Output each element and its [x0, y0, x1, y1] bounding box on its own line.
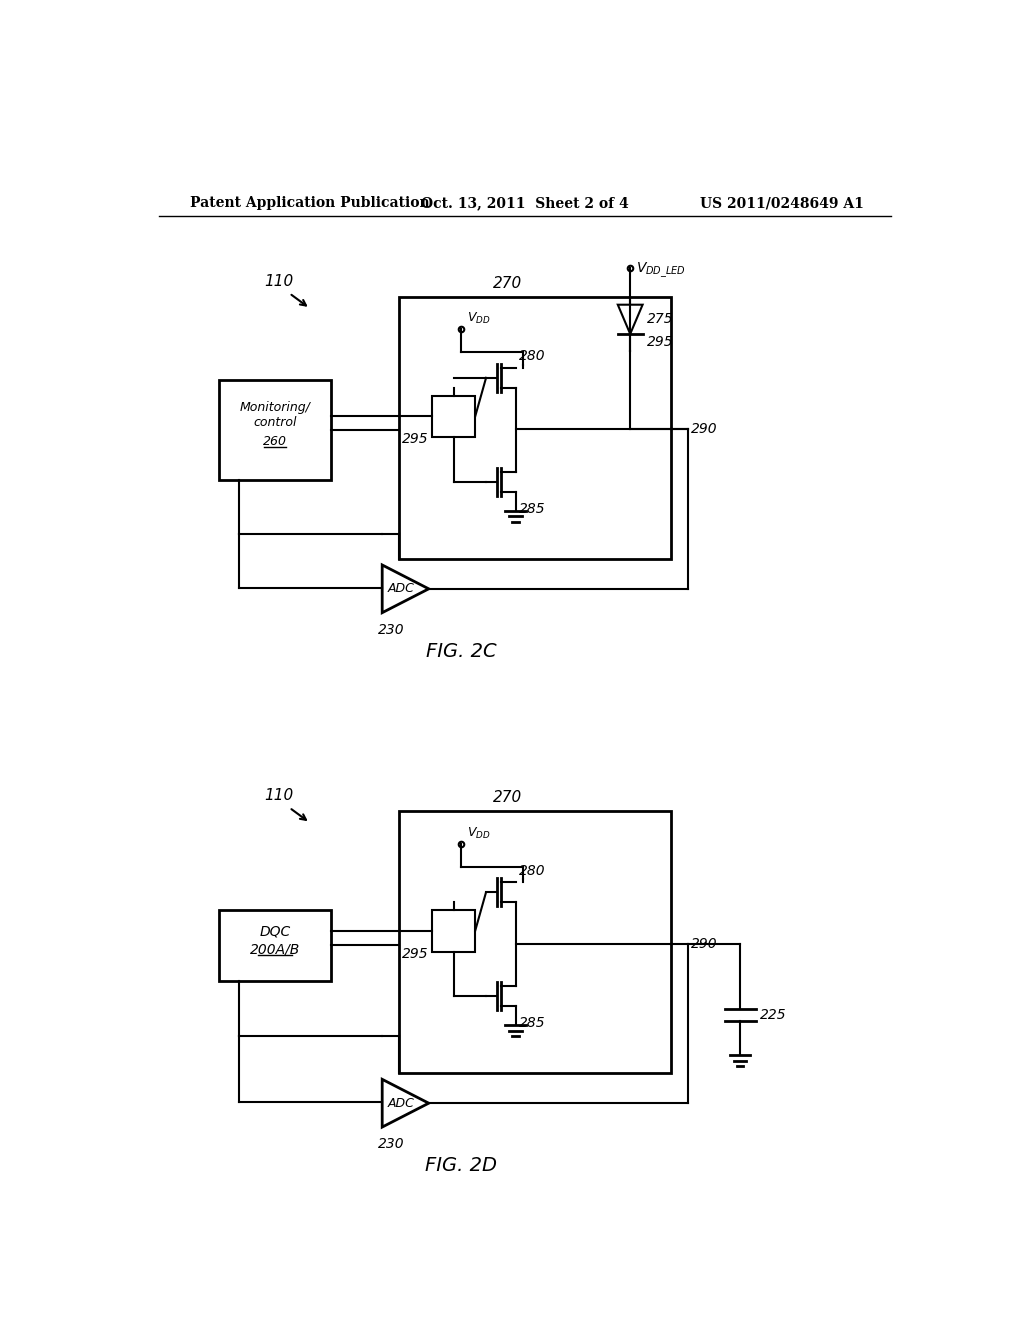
Text: control: control [254, 416, 297, 429]
Text: 285: 285 [518, 502, 545, 516]
Text: $V_{DD\_LED}$: $V_{DD\_LED}$ [636, 260, 686, 280]
Text: FIG. 2C: FIG. 2C [426, 642, 497, 661]
Text: 295: 295 [402, 946, 429, 961]
Bar [399, 812, 671, 1073]
Text: 270: 270 [494, 276, 522, 290]
Text: ADC: ADC [387, 582, 415, 595]
Bar [219, 380, 331, 480]
Text: 290: 290 [690, 422, 717, 437]
Text: 295: 295 [647, 335, 674, 350]
Text: US 2011/0248649 A1: US 2011/0248649 A1 [700, 197, 864, 210]
Text: ADC: ADC [387, 1097, 415, 1110]
Bar [432, 909, 475, 952]
Text: 230: 230 [378, 1137, 404, 1151]
Text: Oct. 13, 2011  Sheet 2 of 4: Oct. 13, 2011 Sheet 2 of 4 [421, 197, 629, 210]
Text: 280: 280 [518, 350, 545, 363]
Text: 230: 230 [378, 623, 404, 636]
Text: 260: 260 [263, 436, 288, 449]
Text: 270: 270 [494, 789, 522, 805]
Text: 110: 110 [264, 275, 294, 289]
Text: 285: 285 [518, 1016, 545, 1030]
Text: FIG. 2D: FIG. 2D [425, 1156, 498, 1175]
Text: DQC: DQC [260, 924, 291, 939]
Bar [432, 396, 475, 437]
Text: 225: 225 [761, 1008, 787, 1022]
Text: Patent Application Publication: Patent Application Publication [190, 197, 430, 210]
Text: 280: 280 [518, 863, 545, 878]
Text: Monitoring/: Monitoring/ [240, 400, 310, 413]
Text: $V_{DD}$: $V_{DD}$ [467, 312, 490, 326]
Bar [399, 297, 671, 558]
Text: 295: 295 [402, 433, 429, 446]
Text: 275: 275 [647, 313, 674, 326]
Text: 200A/B: 200A/B [250, 942, 300, 957]
Text: $V_{DD}$: $V_{DD}$ [467, 825, 490, 841]
Text: 290: 290 [690, 937, 717, 950]
Text: 110: 110 [264, 788, 294, 804]
Bar [219, 909, 331, 981]
